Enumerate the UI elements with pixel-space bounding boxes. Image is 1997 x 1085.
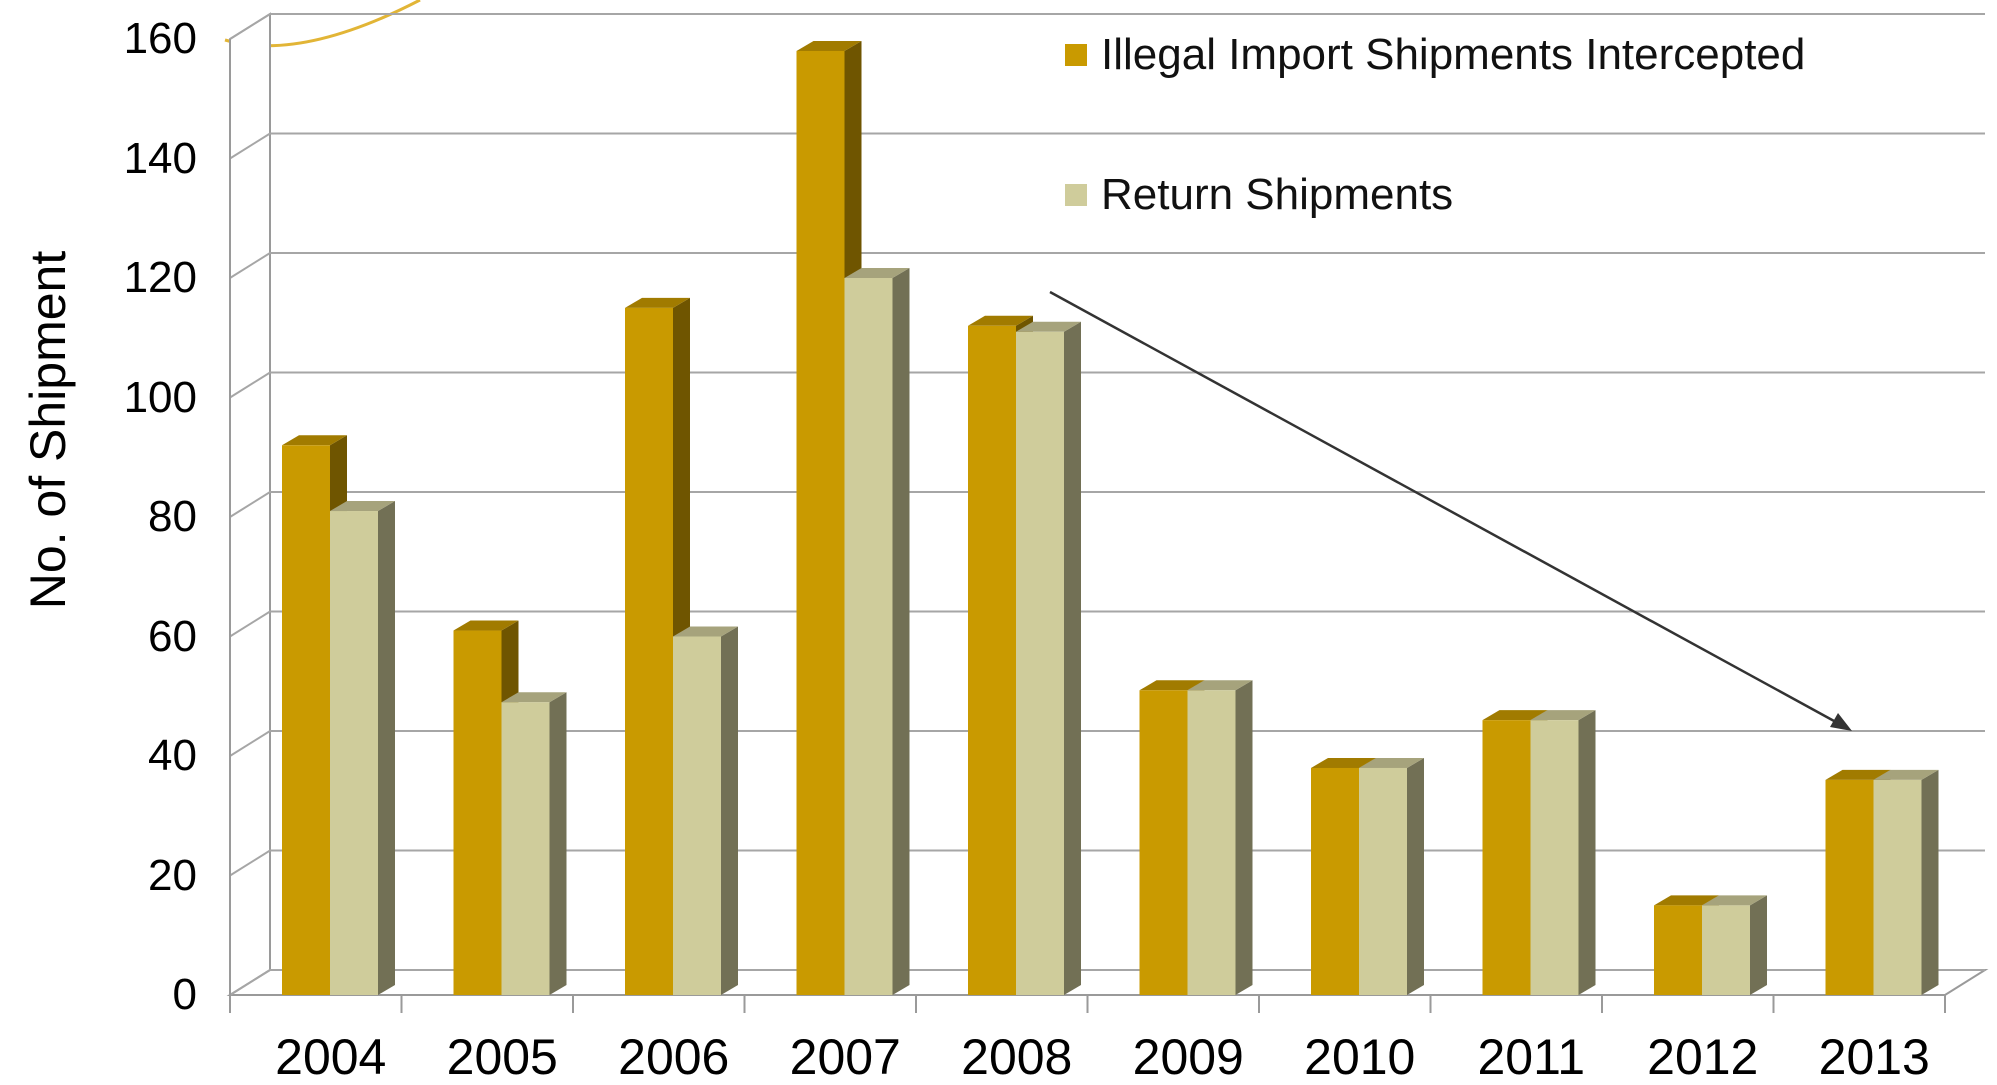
trend-arrow (1049, 290, 1846, 729)
bar-return-shipments-2009 (1187, 680, 1253, 995)
gridline (229, 730, 1985, 757)
gridline (229, 491, 1985, 518)
x-tick-label: 2010 (1304, 1029, 1416, 1085)
gridline (229, 252, 1985, 279)
y-tick-label: 40 (148, 731, 197, 780)
bar-return-shipments-2012 (1702, 895, 1767, 995)
y-tick-label: 100 (123, 372, 197, 422)
legend-swatch-return-shipments (1065, 184, 1087, 206)
x-tick-label: 2005 (446, 1029, 558, 1085)
bar-return-shipments-2008 (1016, 321, 1081, 995)
gridline (229, 610, 1985, 638)
bar-return-shipments-2011 (1530, 710, 1596, 995)
bar-return-shipments-2004 (330, 501, 395, 995)
y-tick-label: 160 (123, 14, 197, 63)
x-tick-label: 2013 (1818, 1029, 1930, 1085)
x-tick-label: 2012 (1647, 1029, 1759, 1085)
y-tick-label: 0 (172, 970, 197, 1019)
trend-arrowhead (1830, 713, 1852, 731)
gridline (229, 371, 1985, 399)
bar-return-shipments-2007 (844, 268, 910, 995)
gridline (229, 13, 1985, 40)
bar-return-shipments-2006 (673, 626, 738, 995)
legend-item-illegal-import: Illegal Import Shipments Intercepted (1065, 30, 1805, 80)
y-tick-label: 60 (148, 611, 197, 661)
y-tick-label: 140 (123, 133, 197, 183)
y-tick-label: 80 (148, 492, 197, 541)
legend-swatch-illegal-import (1065, 44, 1087, 66)
x-tick-label: 2004 (275, 1029, 387, 1085)
bar-return-shipments-2005 (501, 692, 567, 995)
legend-label-return-shipments: Return Shipments (1101, 170, 1454, 219)
y-tick-label: 20 (148, 850, 197, 900)
x-tick-label: 2006 (618, 1029, 730, 1085)
bar-return-shipments-2010 (1359, 757, 1424, 995)
legend-item-return-shipments: Return Shipments (1065, 170, 1453, 220)
x-tick-label: 2009 (1132, 1029, 1244, 1085)
y-tick-label: 120 (123, 253, 197, 302)
bar-return-shipments-2013 (1873, 769, 1939, 995)
x-tick-label: 2011 (1477, 1029, 1586, 1085)
legend-label-illegal-import: Illegal Import Shipments Intercepted (1101, 30, 1806, 79)
x-tick-label: 2008 (961, 1029, 1073, 1085)
y-axis-label: No. of Shipment (20, 250, 76, 610)
x-tick-label: 2007 (789, 1029, 901, 1085)
gridline (229, 132, 1985, 160)
